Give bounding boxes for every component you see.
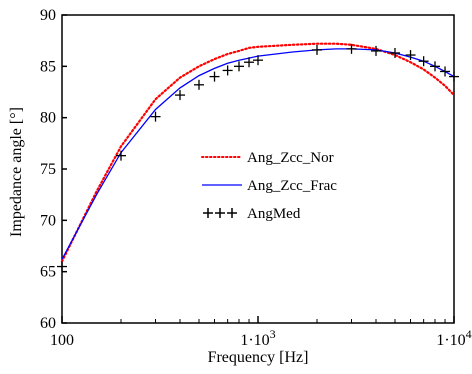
legend-label: AngMed — [247, 206, 301, 222]
series-point — [234, 61, 245, 72]
y-tick-label: 80 — [40, 110, 56, 127]
series-point — [405, 50, 416, 61]
series-point — [253, 55, 263, 66]
series-point — [440, 66, 451, 77]
series-point — [150, 111, 161, 122]
series-line — [61, 48, 455, 260]
series-point — [209, 71, 220, 82]
series-point — [193, 79, 204, 90]
x-tick-label: 1·104 — [436, 327, 471, 349]
series-point — [222, 65, 233, 76]
x-tick-label: 1·103 — [240, 327, 275, 349]
legend-label: Ang_Zcc_Frac — [247, 178, 337, 194]
x-tick-label: 100 — [50, 332, 74, 349]
series-point — [346, 43, 357, 54]
y-tick-label: 60 — [40, 315, 56, 332]
x-axis-title: Frequency [Hz] — [208, 349, 309, 366]
series-point — [430, 61, 441, 72]
series-layer — [57, 42, 459, 272]
series-point — [418, 56, 429, 67]
series-point — [244, 57, 255, 68]
series-point — [371, 45, 382, 56]
series-point — [116, 150, 127, 161]
ticks-group: 60 65 70 75 80 85 90 100 1·103 1·104 — [40, 7, 472, 349]
y-tick-label: 75 — [40, 161, 56, 178]
series-point — [312, 44, 323, 55]
y-tick-label: 65 — [40, 264, 56, 281]
legend: Ang_Zcc_Nor Ang_Zcc_Frac AngMed — [201, 150, 337, 222]
series-line — [60, 42, 456, 263]
series-point — [57, 261, 67, 272]
series-point — [175, 90, 186, 101]
y-tick-label: 90 — [40, 7, 56, 24]
y-tick-label: 70 — [40, 212, 56, 229]
y-axis-title: Impedance angle [°] — [8, 107, 25, 237]
y-tick-label: 85 — [40, 58, 56, 75]
legend-label: Ang_Zcc_Nor — [247, 150, 334, 166]
series-point — [389, 47, 400, 58]
series-point — [449, 71, 459, 82]
